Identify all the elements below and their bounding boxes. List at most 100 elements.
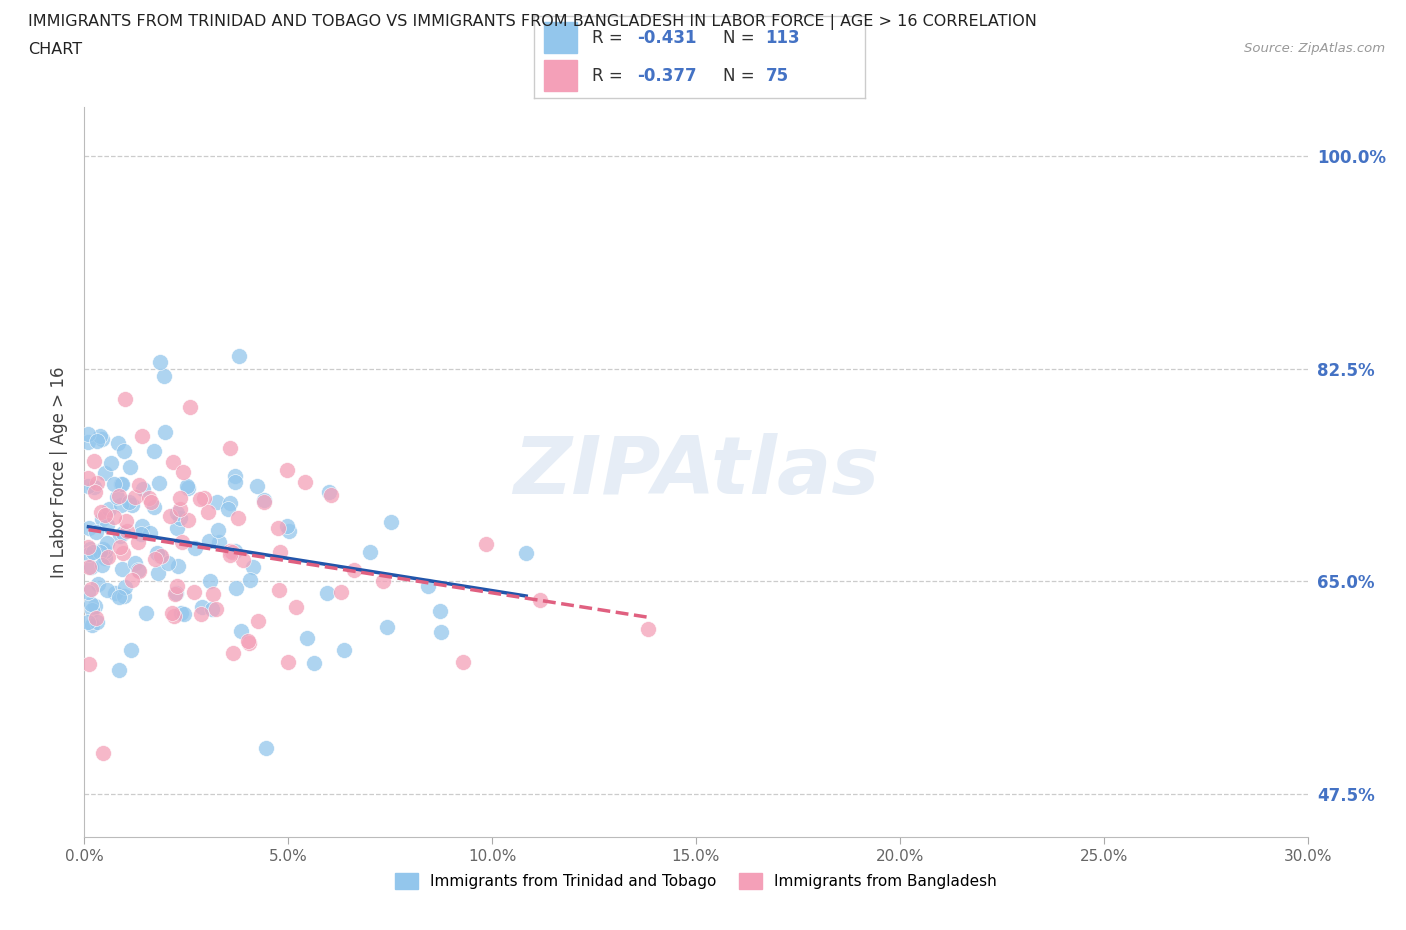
Point [430,624,453,639]
Point [82,544,104,559]
Point [163,608,186,623]
Point [172,464,194,479]
Point [429,604,451,618]
Text: CHART: CHART [28,42,82,57]
Point [110,477,132,492]
Point [96,583,118,598]
Point [475,537,498,551]
Point [86,475,108,490]
Point [226,511,249,525]
Point [159,509,181,524]
Point [105,490,128,505]
Point [228,349,250,364]
Point [124,489,146,504]
Point [91,745,114,760]
Point [238,636,260,651]
Point [380,515,402,530]
Point [96,518,118,533]
Point [242,560,264,575]
Point [83,454,105,469]
Point [77,547,100,562]
Point [197,505,219,520]
Point [316,586,339,601]
Point [162,455,184,470]
Point [166,578,188,593]
Bar [544,22,578,53]
Point [267,583,290,598]
Point [115,524,138,538]
Point [236,633,259,648]
Point [169,501,191,516]
Point [238,573,260,588]
Point [165,585,187,600]
Point [129,526,152,541]
Point [114,579,136,594]
Point [84,525,107,539]
Point [219,543,242,558]
Point [207,523,229,538]
Point [128,477,150,492]
Point [169,491,191,506]
Point [167,559,190,574]
Point [219,496,242,511]
Point [139,495,162,510]
Point [330,584,353,599]
Point [294,474,316,489]
Point [97,502,120,517]
Point [169,510,191,525]
Point [77,426,100,441]
Point [77,479,100,494]
Point [120,643,142,658]
Point [84,485,107,500]
Point [179,400,201,415]
Point [77,585,100,600]
Point [302,656,325,671]
Point [515,545,537,560]
Point [93,541,115,556]
Legend: Immigrants from Trinidad and Tobago, Immigrants from Bangladesh: Immigrants from Trinidad and Tobago, Imm… [388,867,1004,895]
Point [224,474,246,489]
Point [190,606,212,621]
Point [217,501,239,516]
Point [207,495,229,510]
Point [103,477,125,492]
Point [131,519,153,534]
Point [124,555,146,570]
Point [373,574,395,589]
Text: IMMIGRANTS FROM TRINIDAD AND TOBAGO VS IMMIGRANTS FROM BANGLADESH IN LABOR FORCE: IMMIGRANTS FROM TRINIDAD AND TOBAGO VS I… [28,14,1038,30]
Point [278,524,301,538]
Point [107,436,129,451]
Point [184,540,207,555]
Point [188,491,211,506]
Point [80,596,103,611]
Point [83,480,105,495]
Point [269,544,291,559]
Point [295,631,318,645]
Point [89,429,111,444]
Point [108,590,131,604]
Point [160,605,183,620]
Point [111,525,134,540]
Point [201,587,224,602]
Point [318,485,340,499]
Point [221,645,243,660]
Point [170,535,193,550]
Point [176,512,198,527]
Point [77,657,100,671]
Point [138,490,160,505]
Point [89,545,111,560]
Point [193,490,215,505]
Point [231,623,253,638]
Point [163,587,186,602]
Text: Source: ZipAtlas.com: Source: ZipAtlas.com [1244,42,1385,55]
Point [110,498,132,512]
Point [149,549,172,564]
Point [114,444,136,458]
Point [114,513,136,528]
Point [377,620,399,635]
Point [111,562,134,577]
Point [416,578,439,593]
Point [108,489,131,504]
Point [166,521,188,536]
Point [90,432,112,446]
